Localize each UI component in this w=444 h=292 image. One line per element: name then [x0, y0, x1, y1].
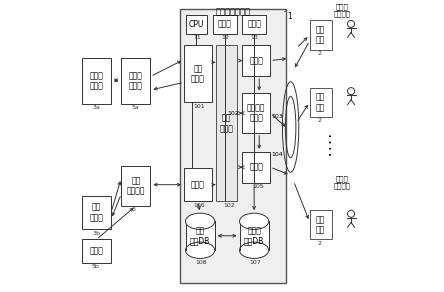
Text: 控制器: 控制器 — [90, 247, 103, 256]
FancyBboxPatch shape — [242, 15, 266, 34]
FancyBboxPatch shape — [184, 168, 212, 201]
Text: 1: 1 — [287, 12, 292, 21]
FancyBboxPatch shape — [309, 20, 332, 50]
Text: 操作
终端: 操作 终端 — [316, 25, 325, 45]
Ellipse shape — [239, 213, 269, 230]
Text: 5b: 5b — [92, 264, 100, 269]
Text: 12: 12 — [222, 35, 229, 40]
FancyBboxPatch shape — [184, 45, 212, 102]
Text: 操作终端
连接部: 操作终端 连接部 — [247, 103, 266, 123]
FancyBboxPatch shape — [82, 58, 111, 104]
Text: 无线
通信装置: 无线 通信装置 — [127, 176, 145, 196]
Text: 2: 2 — [317, 51, 321, 56]
Text: 102: 102 — [223, 203, 235, 208]
FancyBboxPatch shape — [186, 221, 215, 250]
Text: 3b: 3b — [92, 231, 100, 236]
FancyBboxPatch shape — [309, 210, 332, 239]
Text: 2: 2 — [317, 118, 321, 123]
FancyBboxPatch shape — [121, 58, 151, 104]
FancyBboxPatch shape — [121, 166, 151, 206]
Text: 操作
终端: 操作 终端 — [316, 93, 325, 112]
Ellipse shape — [186, 213, 215, 230]
Text: 105: 105 — [252, 184, 264, 189]
Text: 操作
终端: 操作 终端 — [316, 215, 325, 234]
Text: • • • •: • • • • — [329, 133, 335, 156]
Ellipse shape — [239, 242, 269, 258]
Text: 任务分配服务器: 任务分配服务器 — [215, 7, 250, 16]
Text: 机器人
控制器: 机器人 控制器 — [129, 71, 143, 91]
FancyBboxPatch shape — [239, 221, 269, 250]
Text: 接收部: 接收部 — [250, 163, 263, 172]
Text: 发送部: 发送部 — [250, 56, 263, 65]
Text: 13: 13 — [250, 35, 258, 40]
Text: 108: 108 — [196, 260, 207, 265]
FancyBboxPatch shape — [242, 45, 270, 76]
Text: 106: 106 — [194, 203, 206, 208]
Ellipse shape — [186, 242, 215, 258]
Text: 104: 104 — [271, 152, 283, 157]
Text: 状态
接收部: 状态 接收部 — [191, 64, 205, 84]
FancyBboxPatch shape — [216, 45, 238, 201]
FancyBboxPatch shape — [180, 9, 286, 283]
Text: 信息
控制部: 信息 控制部 — [220, 114, 234, 133]
Text: CPU: CPU — [189, 20, 204, 29]
Text: 3a: 3a — [92, 105, 100, 110]
Text: 移动
机器人: 移动 机器人 — [90, 203, 103, 222]
Text: 操作者
信息DB: 操作者 信息DB — [244, 226, 264, 246]
Text: 操作者
（远程）: 操作者 （远程） — [333, 3, 350, 17]
Text: 存储器: 存储器 — [247, 20, 261, 29]
Text: 2: 2 — [317, 241, 321, 246]
FancyBboxPatch shape — [213, 15, 237, 34]
FancyBboxPatch shape — [309, 88, 332, 117]
FancyBboxPatch shape — [82, 239, 111, 263]
Text: 102: 102 — [227, 111, 239, 116]
Text: 记忆体: 记忆体 — [218, 20, 232, 29]
Text: 5a: 5a — [131, 105, 139, 110]
Text: 103: 103 — [271, 114, 283, 119]
Text: 6: 6 — [131, 207, 135, 212]
Text: 输出部: 输出部 — [191, 180, 205, 189]
Text: 101: 101 — [194, 104, 206, 109]
Text: 应对
信息DB: 应对 信息DB — [190, 226, 210, 246]
FancyBboxPatch shape — [242, 152, 270, 182]
Text: 11: 11 — [193, 35, 201, 40]
Text: 操作者
（现场）: 操作者 （现场） — [333, 175, 350, 190]
Text: 107: 107 — [250, 260, 262, 265]
FancyBboxPatch shape — [82, 196, 111, 229]
FancyBboxPatch shape — [242, 93, 270, 133]
FancyBboxPatch shape — [186, 15, 207, 34]
Text: 固定型
机器人: 固定型 机器人 — [90, 71, 103, 91]
